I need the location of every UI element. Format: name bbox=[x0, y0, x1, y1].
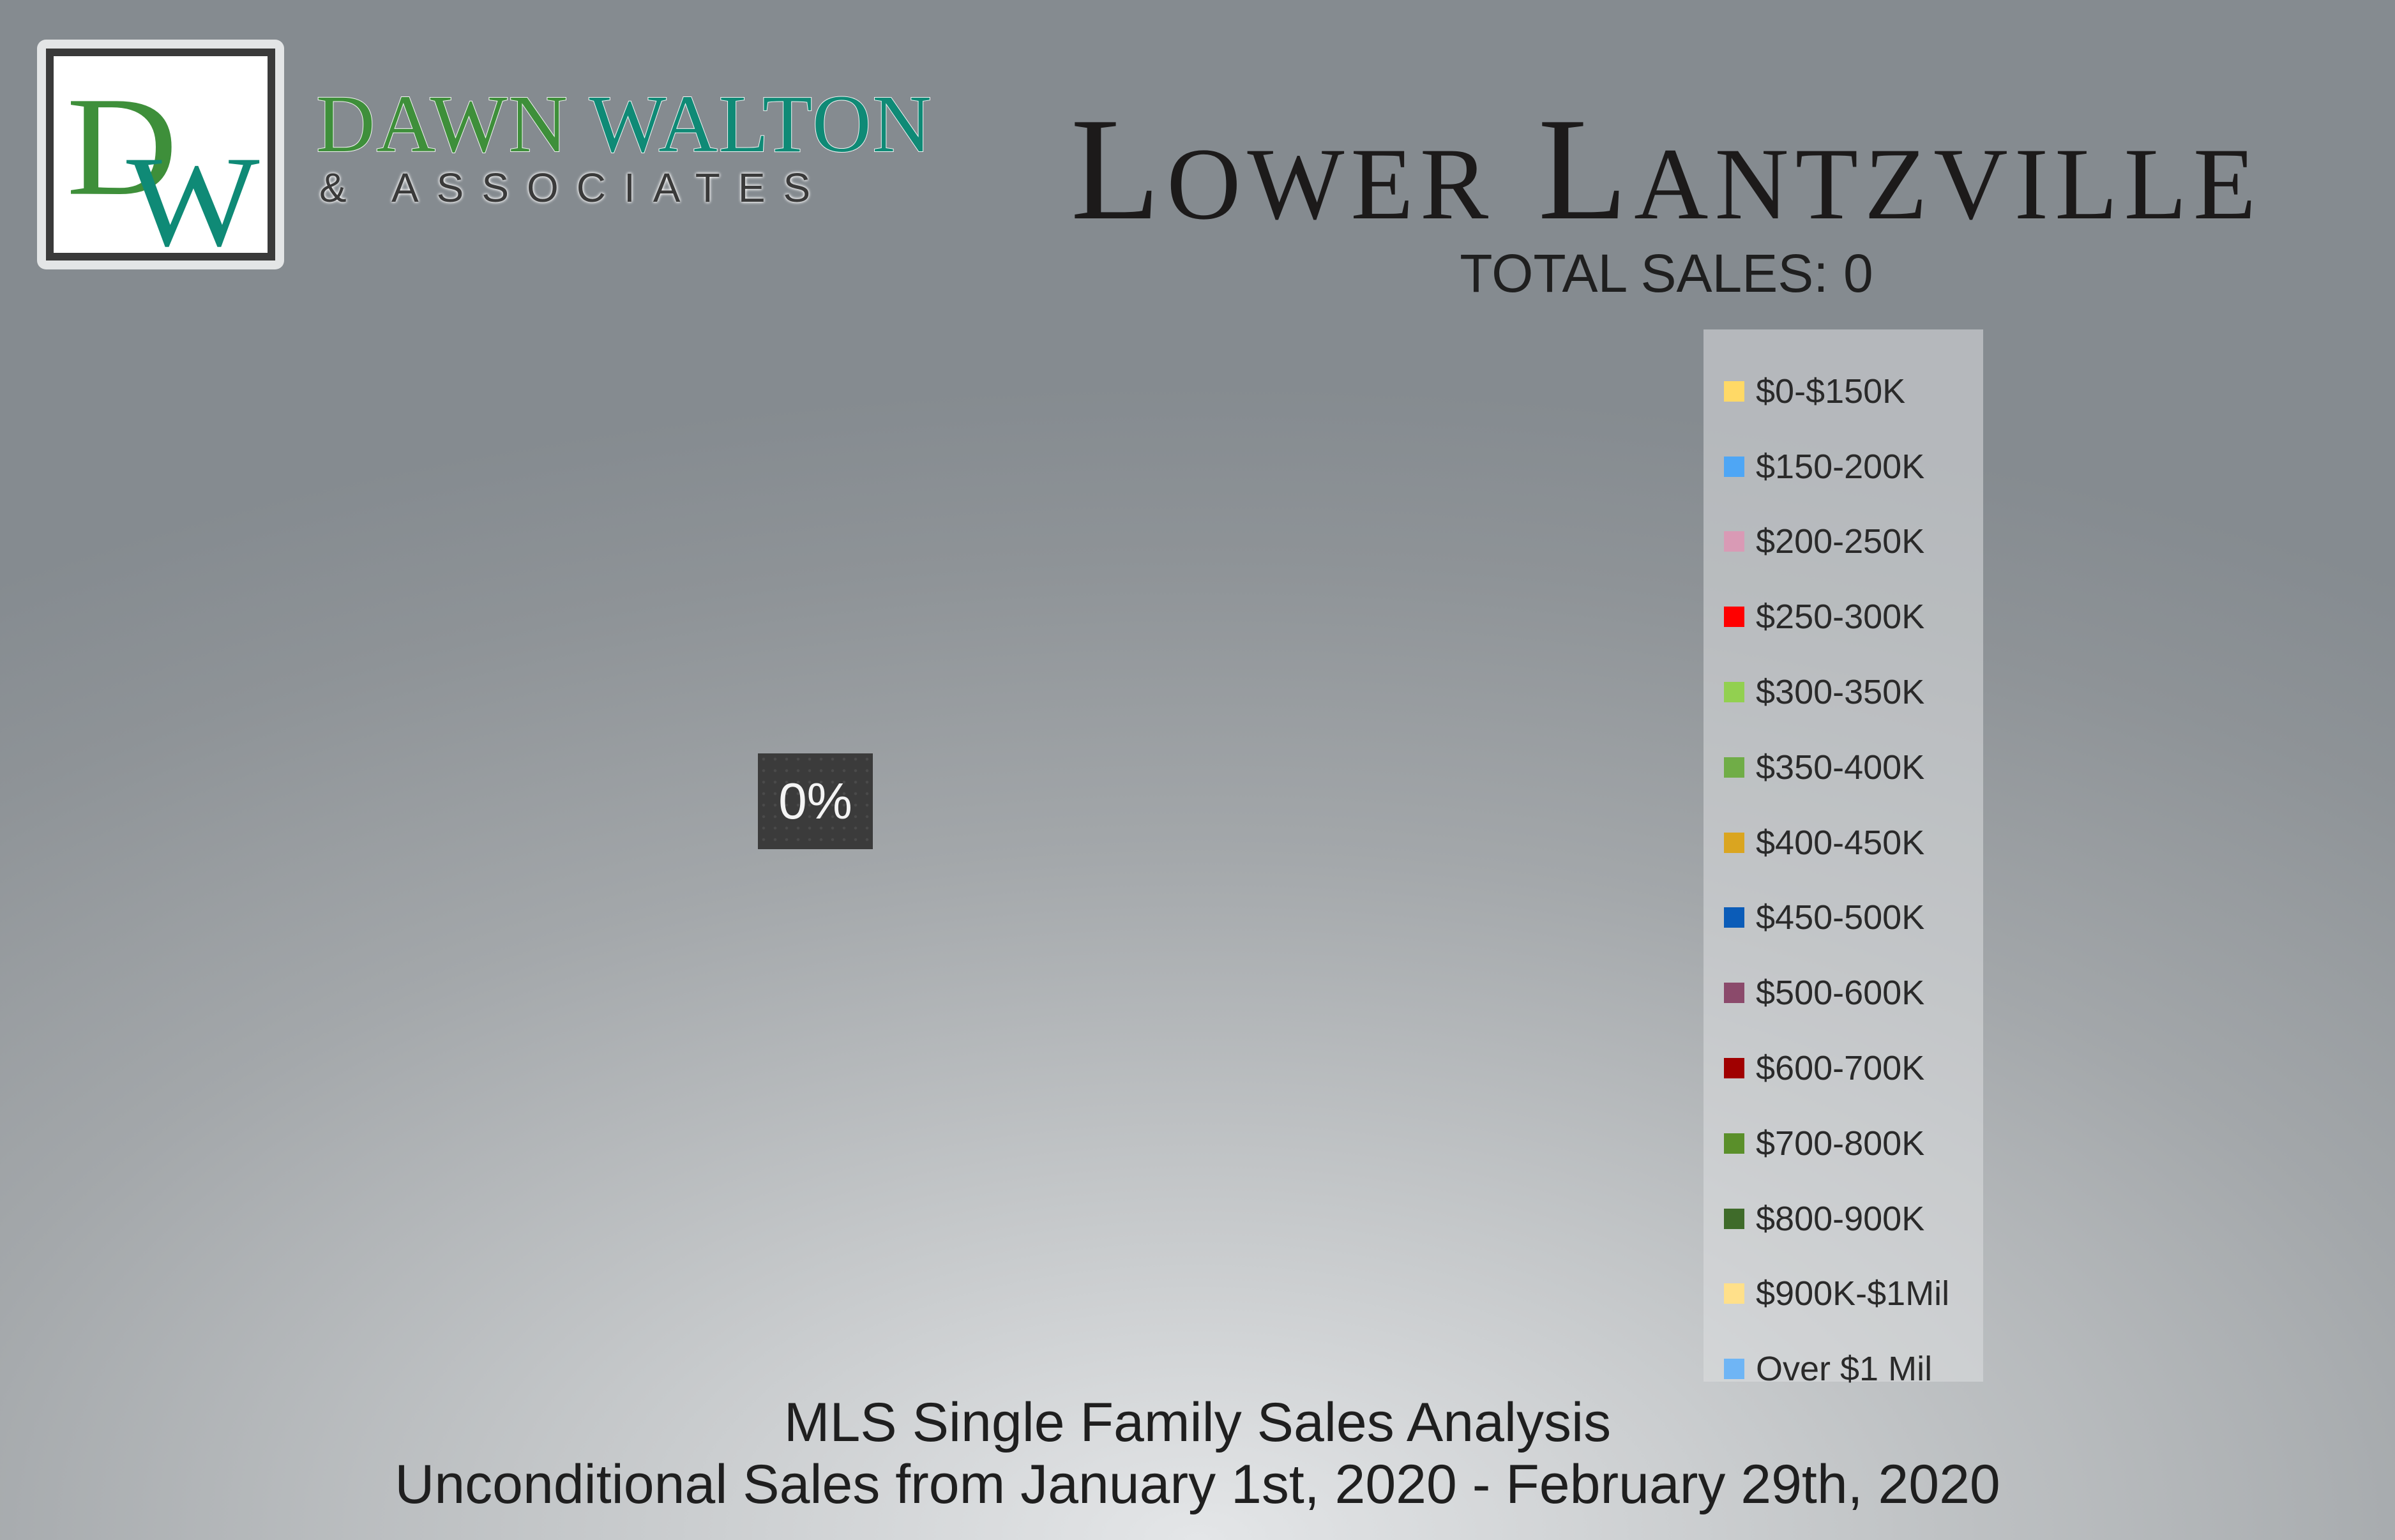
legend-item: $800-900K bbox=[1704, 1181, 1983, 1257]
brand-name: DAWN WALTON bbox=[315, 82, 933, 165]
legend-label: $600-700K bbox=[1756, 1049, 1925, 1088]
monogram-w: W bbox=[126, 130, 260, 253]
pie-data-label: 0% bbox=[758, 753, 873, 849]
legend-item: $0-$150K bbox=[1704, 354, 1983, 429]
legend-label: $450-500K bbox=[1756, 898, 1925, 937]
legend-item: $600-700K bbox=[1704, 1030, 1983, 1106]
legend-item: $400-450K bbox=[1704, 805, 1983, 880]
legend-label: $0-$150K bbox=[1756, 372, 1906, 411]
legend-swatch bbox=[1724, 381, 1744, 402]
legend-label: $900K-$1Mil bbox=[1756, 1274, 1950, 1313]
legend-label: $150-200K bbox=[1756, 447, 1925, 486]
legend-label: $400-450K bbox=[1756, 823, 1925, 862]
legend-item: $200-250K bbox=[1704, 504, 1983, 580]
legend-item: $250-300K bbox=[1704, 579, 1983, 654]
logo-badge: D W bbox=[37, 40, 284, 269]
chart-subtitle: TOTAL SALES: 0 bbox=[1460, 243, 1873, 303]
legend-label: $350-400K bbox=[1756, 748, 1925, 787]
footer-title: MLS Single Family Sales Analysis bbox=[783, 1392, 1612, 1453]
legend-label: $250-300K bbox=[1756, 598, 1925, 637]
legend-label: $200-250K bbox=[1756, 522, 1925, 561]
legend-label: $700-800K bbox=[1756, 1124, 1925, 1163]
legend-swatch bbox=[1724, 1283, 1744, 1304]
legend-label: $300-350K bbox=[1756, 673, 1925, 712]
legend-item: $300-350K bbox=[1704, 654, 1983, 730]
legend-swatch bbox=[1724, 531, 1744, 552]
legend-swatch bbox=[1724, 983, 1744, 1004]
legend-item: $900K-$1Mil bbox=[1704, 1257, 1983, 1332]
dw-monogram-icon: D W bbox=[66, 68, 260, 253]
chart-legend: $0-$150K $150-200K $200-250K $250-300K $300-… bbox=[1704, 329, 1983, 1388]
legend-swatch bbox=[1724, 1133, 1744, 1154]
legend-swatch bbox=[1724, 832, 1744, 853]
footer-date-range: Unconditional Sales from January 1st, 20… bbox=[395, 1454, 2000, 1515]
legend-swatch bbox=[1724, 1058, 1744, 1079]
legend-item: Over $1 Mil bbox=[1704, 1331, 1983, 1407]
legend-swatch bbox=[1724, 607, 1744, 628]
brand-subtitle: & ASSOCIATES bbox=[319, 165, 829, 211]
legend-label: Over $1 Mil bbox=[1756, 1350, 1933, 1389]
legend-swatch bbox=[1724, 682, 1744, 703]
legend-item: $150-200K bbox=[1704, 429, 1983, 504]
chart-title: Lower Lantzville bbox=[1070, 87, 2263, 250]
brand-name-last: WALTON bbox=[589, 79, 933, 169]
brand-name-first: DAWN bbox=[315, 79, 569, 169]
pie-data-label-text: 0% bbox=[778, 773, 852, 829]
legend-swatch bbox=[1724, 456, 1744, 477]
legend-label: $800-900K bbox=[1756, 1199, 1925, 1238]
legend-item: $700-800K bbox=[1704, 1106, 1983, 1181]
monogram-frame: D W bbox=[46, 49, 275, 260]
legend-swatch bbox=[1724, 1208, 1744, 1229]
monogram-d: D bbox=[66, 68, 178, 225]
legend-item: $500-600K bbox=[1704, 955, 1983, 1030]
legend-item: $450-500K bbox=[1704, 880, 1983, 956]
legend-swatch bbox=[1724, 1359, 1744, 1380]
legend-item: $350-400K bbox=[1704, 730, 1983, 805]
legend-swatch bbox=[1724, 757, 1744, 778]
legend-label: $500-600K bbox=[1756, 974, 1925, 1013]
legend-swatch bbox=[1724, 907, 1744, 928]
